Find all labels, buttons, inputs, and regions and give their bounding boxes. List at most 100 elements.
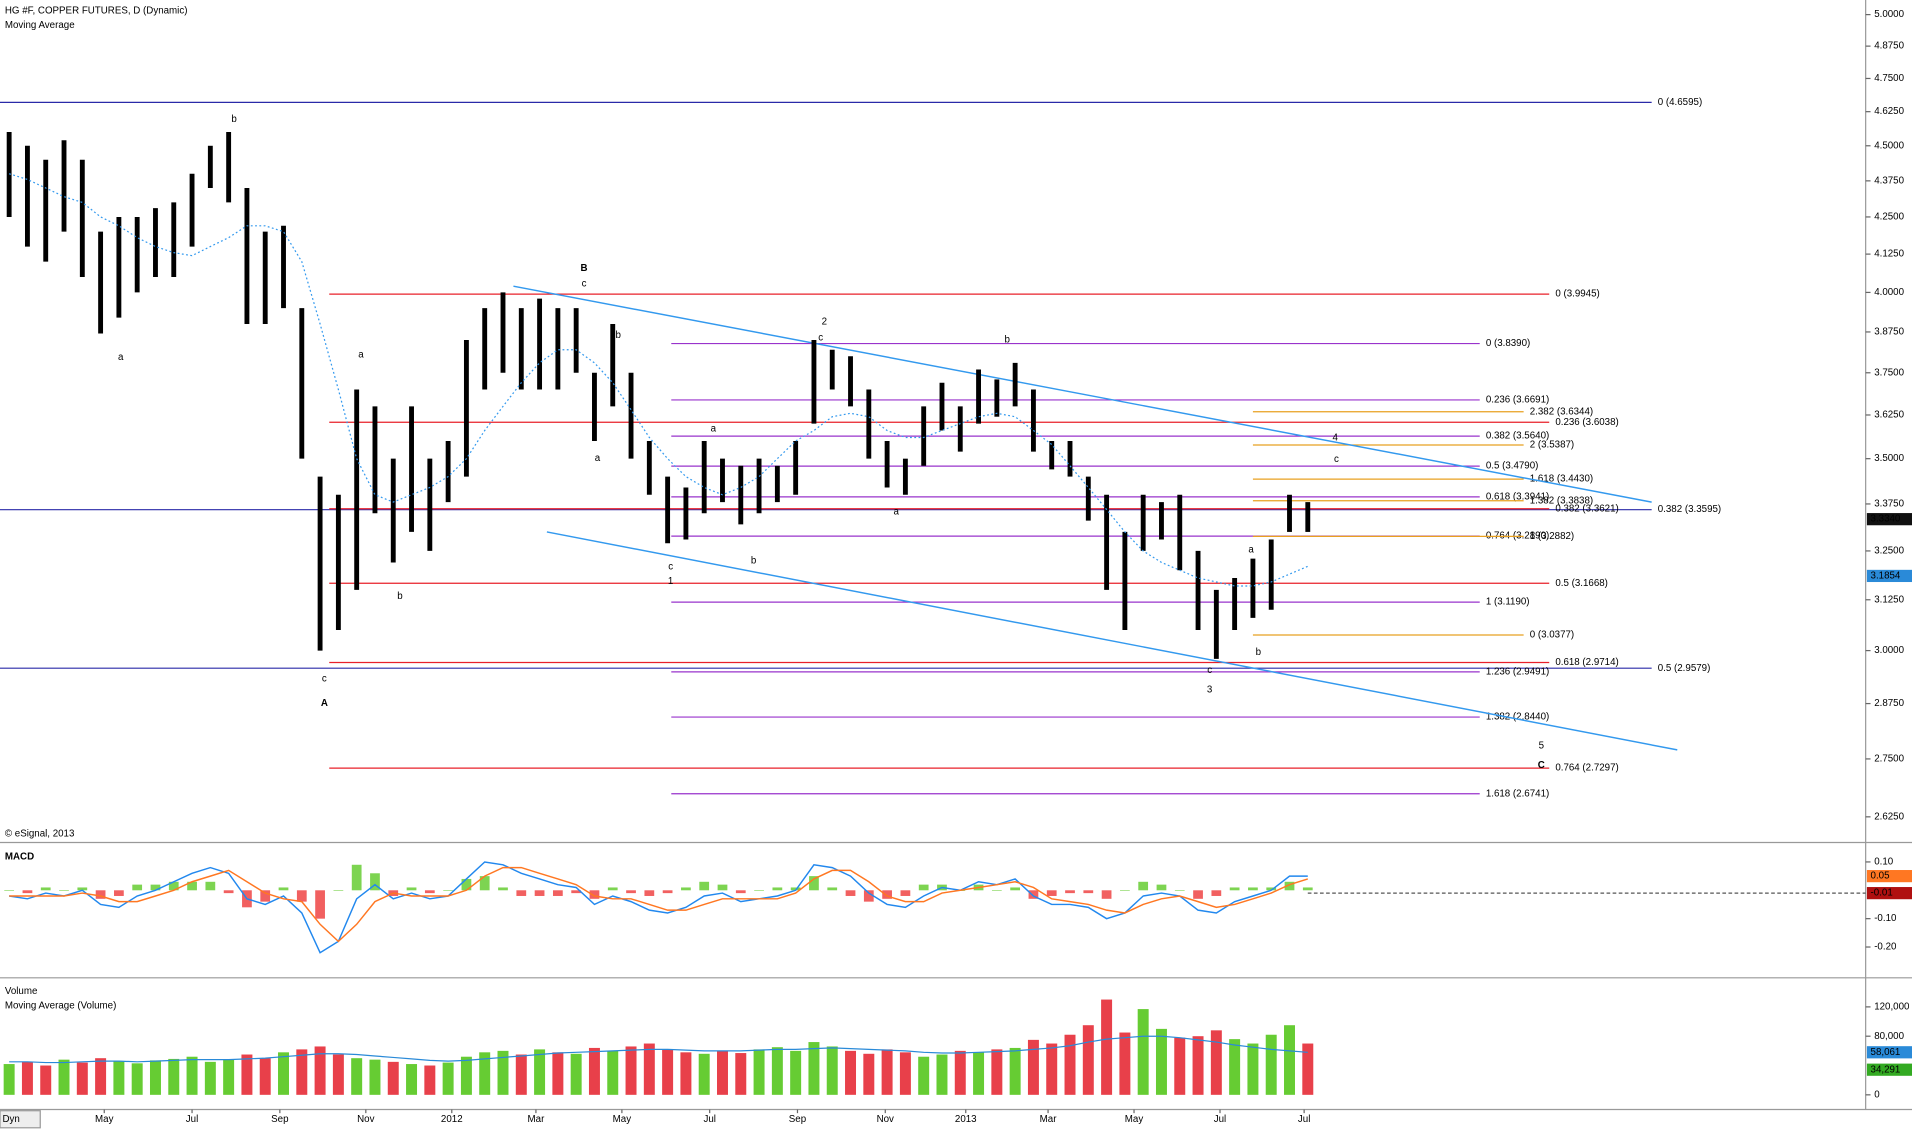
volume-bar bbox=[954, 1050, 966, 1095]
x-tick-label: Jul bbox=[703, 1114, 715, 1125]
histogram-bar bbox=[223, 890, 234, 894]
volume-bar bbox=[1174, 1037, 1186, 1095]
wave-label: A bbox=[321, 698, 328, 709]
histogram-bar bbox=[461, 878, 472, 891]
volume-bar bbox=[3, 1064, 15, 1095]
fib-level-label: 1.382 (3.3838) bbox=[1530, 495, 1593, 506]
histogram-bar bbox=[4, 890, 15, 891]
wave-label: a bbox=[595, 453, 601, 464]
volume-bar bbox=[899, 1052, 911, 1095]
volume-bar bbox=[570, 1053, 582, 1095]
wave-label: b bbox=[616, 330, 622, 341]
fib-level-label: 0.236 (3.6038) bbox=[1555, 417, 1618, 428]
histogram-bar bbox=[1083, 890, 1094, 894]
fib-level-label: 0 (4.6595) bbox=[1658, 97, 1702, 108]
wave-label: 2 bbox=[822, 316, 827, 327]
histogram-bar bbox=[370, 873, 380, 891]
x-tick-label: May bbox=[613, 1114, 632, 1125]
wave-label: b bbox=[397, 591, 403, 602]
volume-bar bbox=[442, 1062, 454, 1095]
x-tick-label: May bbox=[1125, 1114, 1144, 1125]
volume-bar bbox=[753, 1049, 765, 1095]
volume-bar bbox=[479, 1052, 491, 1095]
x-tick-label: Jul bbox=[186, 1114, 198, 1125]
volume-bar bbox=[771, 1047, 783, 1095]
wave-label: c bbox=[818, 332, 823, 343]
wave-label: b bbox=[751, 555, 757, 566]
volume-bar bbox=[76, 1062, 88, 1095]
histogram-bar bbox=[845, 890, 856, 896]
wave-label: a bbox=[711, 424, 717, 435]
volume-bar bbox=[241, 1054, 253, 1095]
histogram-bar bbox=[699, 881, 710, 891]
histogram-bar bbox=[1046, 890, 1057, 896]
panel-title: Volume bbox=[5, 986, 38, 997]
x-tick-label: Nov bbox=[357, 1114, 374, 1125]
histogram-bar bbox=[351, 864, 362, 891]
wave-label: 4 bbox=[1333, 432, 1339, 443]
value-marker bbox=[1866, 1046, 1912, 1059]
fib-level-label: 1.618 (3.4430) bbox=[1530, 474, 1593, 485]
volume-bar bbox=[1046, 1043, 1058, 1095]
histogram-bar bbox=[589, 890, 600, 899]
fib-level-label: 2 (3.5387) bbox=[1530, 440, 1574, 451]
button-label[interactable]: Dyn bbox=[2, 1114, 19, 1125]
histogram-bar bbox=[479, 876, 490, 891]
wave-label: 5 bbox=[1539, 741, 1545, 752]
chart-title: HG #F, COPPER FUTURES, D (Dynamic) bbox=[5, 6, 188, 17]
y-tick-label: 4.5000 bbox=[1874, 140, 1904, 151]
y-tick-label: 3.0000 bbox=[1874, 645, 1904, 656]
histogram-bar bbox=[1010, 887, 1021, 891]
volume-bar bbox=[40, 1065, 52, 1095]
histogram-bar bbox=[498, 887, 508, 891]
dyn-button[interactable]: Dyn bbox=[0, 1110, 41, 1129]
volume-moving-average bbox=[9, 1035, 1308, 1064]
histogram-bar bbox=[607, 887, 618, 891]
fib-level-label: 0.5 (3.1668) bbox=[1555, 578, 1608, 589]
wave-label: a bbox=[1248, 544, 1254, 555]
volume-bar bbox=[131, 1063, 143, 1095]
volume-bar bbox=[58, 1059, 70, 1095]
value-marker-label: 58,061 bbox=[1871, 1047, 1901, 1058]
volume-bar bbox=[698, 1053, 710, 1095]
volume-bar bbox=[918, 1056, 930, 1095]
volume-bar bbox=[588, 1047, 600, 1095]
volume-bar bbox=[113, 1061, 125, 1095]
histogram-bar bbox=[900, 890, 911, 896]
volume-bar bbox=[643, 1043, 655, 1095]
histogram-bar bbox=[735, 890, 746, 894]
trendline bbox=[546, 531, 1678, 751]
volume-bar bbox=[223, 1059, 235, 1095]
wave-label: a bbox=[118, 352, 124, 363]
volume-bar bbox=[845, 1050, 857, 1095]
volume-bar bbox=[1101, 999, 1113, 1095]
histogram-bar bbox=[168, 881, 179, 891]
x-tick-label: Mar bbox=[528, 1114, 546, 1125]
volume-bar bbox=[1155, 1028, 1167, 1095]
value-marker bbox=[1866, 513, 1912, 526]
histogram-bar bbox=[40, 887, 51, 891]
histogram-bar bbox=[626, 890, 636, 894]
moving-average bbox=[8, 173, 1309, 587]
panel-title: MACD bbox=[5, 852, 34, 863]
histogram-bar bbox=[406, 887, 417, 891]
histogram-bar bbox=[1193, 890, 1203, 899]
volume-bar bbox=[991, 1049, 1003, 1095]
trendline bbox=[513, 285, 1652, 503]
button-frame[interactable] bbox=[0, 1110, 41, 1129]
wave-label: a bbox=[894, 507, 900, 518]
fib-level-label: 0 (3.8390) bbox=[1486, 338, 1530, 349]
histogram-bar bbox=[516, 890, 527, 896]
fib-level-label: 1 (3.2882) bbox=[1530, 531, 1574, 542]
y-tick-label: 3.2500 bbox=[1874, 546, 1904, 557]
histogram-bar bbox=[150, 884, 161, 891]
volume-bar bbox=[534, 1049, 546, 1095]
y-tick-label: 4.6250 bbox=[1874, 106, 1904, 117]
fib-level-label: 0.236 (3.6691) bbox=[1486, 395, 1549, 406]
volume-bar bbox=[735, 1053, 747, 1095]
volume-bar bbox=[149, 1060, 161, 1095]
volume-bar bbox=[314, 1046, 326, 1095]
value-marker-label: 34,291 bbox=[1871, 1064, 1901, 1075]
histogram-bar bbox=[809, 876, 819, 891]
